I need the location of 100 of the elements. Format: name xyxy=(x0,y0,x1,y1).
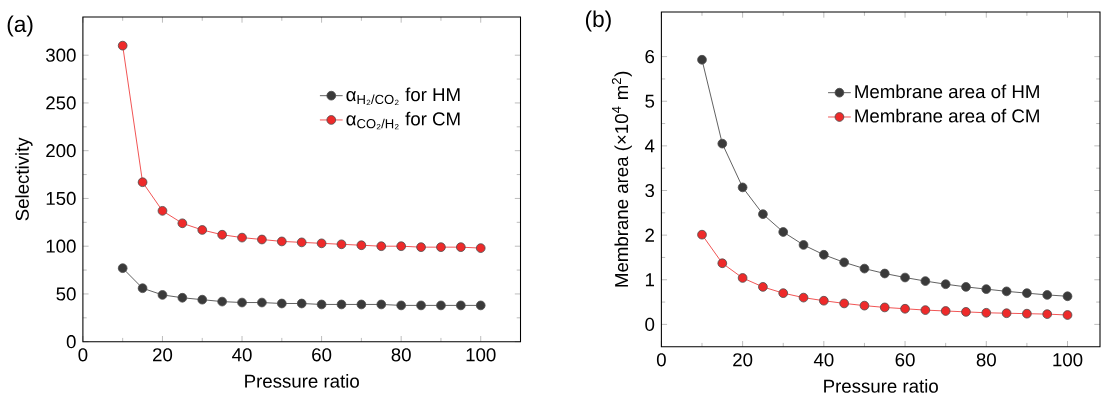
point xyxy=(961,282,971,292)
y-tick-label: 100 xyxy=(46,239,76,253)
y-tick-label: 0 xyxy=(66,335,76,349)
point xyxy=(117,41,128,51)
point xyxy=(257,234,267,245)
point xyxy=(157,290,168,300)
point xyxy=(717,139,728,149)
point xyxy=(981,284,992,295)
chart-title: (b) xyxy=(585,10,611,32)
y-tick-label: 5 xyxy=(645,94,655,108)
y-tick-label: 250 xyxy=(46,96,76,110)
point xyxy=(456,300,466,311)
legend-label: Membrane area of HM xyxy=(855,84,1039,99)
y-tick-label: 1 xyxy=(645,273,654,287)
point xyxy=(859,301,870,311)
x-tick-label: 100 xyxy=(1053,353,1083,367)
legend-label: α$_{H₂/CO₂}$ for HM xyxy=(346,87,460,106)
point xyxy=(697,230,707,240)
point xyxy=(257,297,267,308)
x-tick-label: 80 xyxy=(391,348,411,362)
y-tick-label: 150 xyxy=(46,192,76,206)
y-tick-label: 0 xyxy=(645,317,655,332)
point xyxy=(475,243,486,254)
point xyxy=(217,230,227,240)
point xyxy=(1022,309,1032,319)
x-axis-title: Pressure ratio xyxy=(824,379,938,393)
point xyxy=(900,272,910,283)
y-tick-label: 50 xyxy=(56,287,76,301)
point xyxy=(396,300,406,311)
point xyxy=(717,258,728,269)
point xyxy=(137,177,148,188)
point xyxy=(798,240,809,250)
point xyxy=(436,242,446,253)
y-tick-label: 2 xyxy=(645,228,654,242)
point xyxy=(356,240,367,251)
point xyxy=(920,276,931,287)
point xyxy=(1042,290,1052,300)
y-tick-label: 6 xyxy=(645,50,655,64)
point xyxy=(961,307,971,317)
point xyxy=(879,268,890,279)
point xyxy=(879,302,890,313)
point xyxy=(296,237,307,248)
chart-title: (a) xyxy=(7,15,33,37)
x-tick-label: 100 xyxy=(466,348,496,362)
point xyxy=(859,263,870,274)
point xyxy=(436,300,446,311)
point xyxy=(920,305,931,316)
point xyxy=(456,242,466,253)
y-tick-label: 3 xyxy=(645,184,655,198)
point xyxy=(277,236,287,247)
point xyxy=(981,308,992,318)
point xyxy=(900,304,910,314)
point xyxy=(296,298,307,309)
point xyxy=(758,209,768,220)
point xyxy=(237,297,247,308)
point xyxy=(217,296,227,307)
point xyxy=(376,241,387,252)
x-tick-label: 80 xyxy=(976,353,996,367)
y-tick-label: 4 xyxy=(644,139,655,153)
x-tick-label: 0 xyxy=(78,348,88,362)
y-tick-label: 200 xyxy=(46,144,76,158)
y-axis-title: Membrane area (×10$^{4}$ m$^{2}$) xyxy=(611,71,632,287)
x-axis-title: Pressure ratio xyxy=(245,374,359,388)
y-tick-label: 300 xyxy=(46,48,76,62)
point xyxy=(197,295,208,305)
y-axis-title: Selectivity xyxy=(15,137,33,221)
legend-label: Membrane area of CM xyxy=(855,109,1039,123)
point xyxy=(336,239,347,250)
point xyxy=(819,250,829,260)
point xyxy=(1001,286,1012,297)
point xyxy=(1042,309,1052,320)
x-tick-label: 20 xyxy=(153,348,173,362)
point xyxy=(396,241,406,252)
point xyxy=(137,283,148,294)
point xyxy=(316,238,327,249)
point xyxy=(237,232,247,243)
point xyxy=(839,298,849,309)
point xyxy=(1001,308,1012,319)
point xyxy=(1062,291,1073,302)
x-tick-label: 60 xyxy=(895,353,915,367)
point xyxy=(376,299,387,310)
legend-label: α$_{CO₂/H₂}$ for CM xyxy=(346,111,460,130)
point xyxy=(416,242,426,253)
point xyxy=(778,288,789,299)
point xyxy=(356,299,367,310)
point xyxy=(758,282,768,292)
point xyxy=(940,279,951,290)
point xyxy=(177,218,188,229)
x-tick-label: 0 xyxy=(656,353,666,367)
point xyxy=(798,292,809,303)
point xyxy=(1062,310,1073,320)
point xyxy=(940,306,951,316)
point xyxy=(157,206,168,216)
point xyxy=(475,300,486,311)
point xyxy=(177,293,188,303)
x-tick-label: 60 xyxy=(312,348,332,362)
point xyxy=(778,227,789,237)
x-tick-label: 40 xyxy=(232,348,252,362)
point xyxy=(197,225,208,235)
point xyxy=(277,298,287,309)
